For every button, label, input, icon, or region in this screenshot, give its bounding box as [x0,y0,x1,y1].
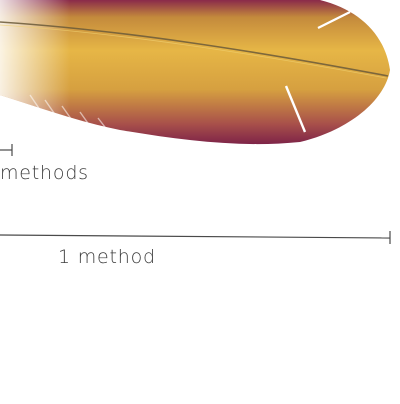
large-measure-bracket [0,231,391,244]
feather-barbs [29,94,119,145]
small-bracket-label: methods [0,162,89,184]
feather-shaft [0,21,389,77]
feather-split-lower [284,85,307,133]
feather-icon [0,0,390,145]
small-measure-bracket [0,144,13,156]
large-bracket-label: 1 method [58,246,156,268]
feather-split-upper [317,11,351,29]
